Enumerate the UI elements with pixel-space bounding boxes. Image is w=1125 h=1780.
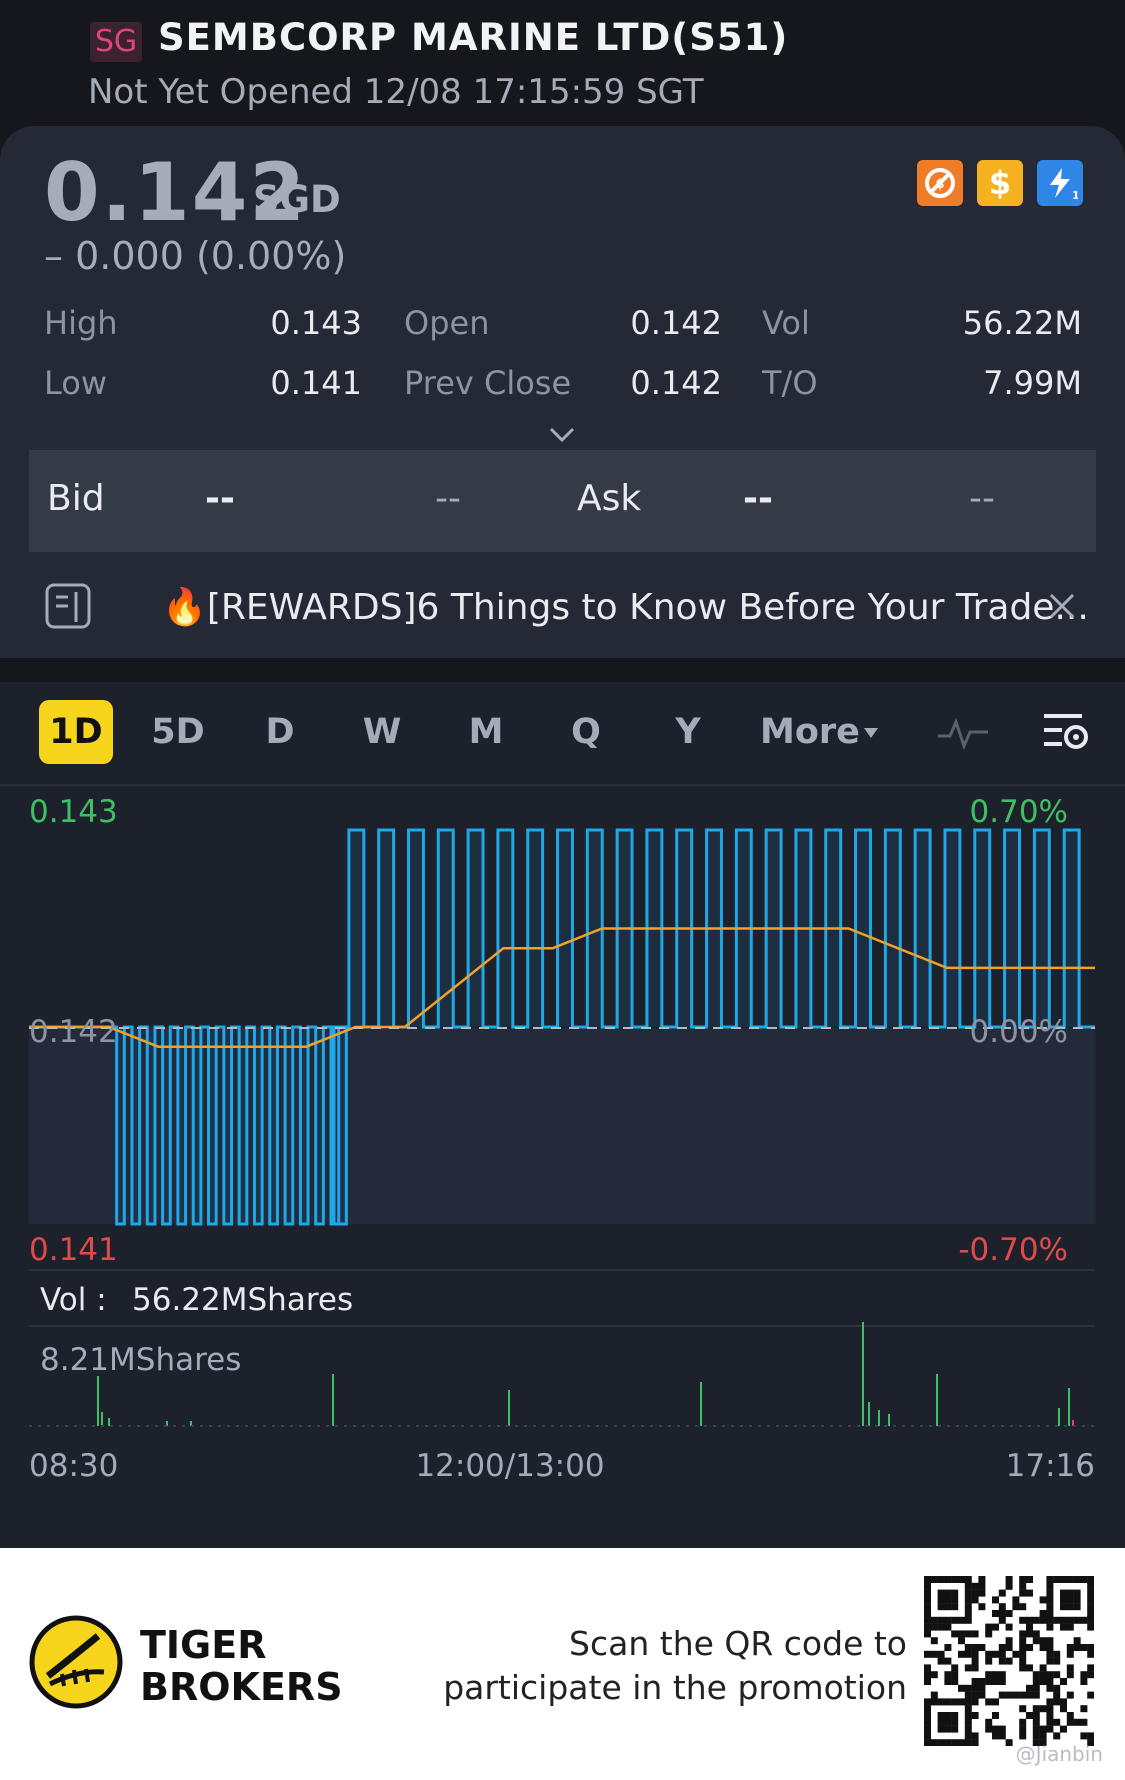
ask-size: -- bbox=[969, 478, 995, 519]
low-label: Low bbox=[44, 364, 108, 402]
vol-label: Vol bbox=[762, 304, 810, 342]
to-value: 7.99M bbox=[983, 364, 1082, 402]
ask-price: -- bbox=[743, 478, 773, 519]
pct-max-label: 0.70% bbox=[970, 794, 1068, 830]
promo-footer: TIGER BROKERS Scan the QR code to partic… bbox=[0, 1548, 1125, 1780]
tab-more[interactable]: More bbox=[760, 712, 860, 752]
badge-row: $ $ 1 bbox=[917, 160, 1083, 206]
tab-5d[interactable]: 5D bbox=[151, 712, 205, 752]
volume-bar bbox=[108, 1418, 110, 1426]
high-label: High bbox=[44, 304, 118, 342]
watermark: @Jianbin bbox=[1015, 1742, 1103, 1766]
promo-line-1: Scan the QR code to bbox=[569, 1624, 907, 1663]
tab-y[interactable]: Y bbox=[675, 712, 701, 752]
low-value: 0.141 bbox=[270, 364, 362, 402]
market-badge: SG bbox=[90, 22, 142, 62]
dollar-icon[interactable]: $ bbox=[977, 160, 1023, 206]
chart-fill-bg bbox=[29, 1028, 1095, 1224]
volume-bar bbox=[1068, 1388, 1070, 1426]
y-axis-mid-label: 0.142 bbox=[29, 1014, 118, 1050]
bid-ask-bar: Bid -- -- Ask -- -- bbox=[29, 450, 1096, 552]
tab-w[interactable]: W bbox=[362, 712, 402, 752]
to-label: T/O bbox=[762, 364, 818, 402]
x-axis-end-label: 17:16 bbox=[1006, 1448, 1095, 1484]
price-change: – 0.000 (0.00%) bbox=[44, 234, 347, 278]
stock-title: SEMBCORP MARINE LTD(S51) bbox=[158, 16, 789, 59]
volume-bar bbox=[190, 1421, 192, 1426]
price-line bbox=[29, 828, 1095, 1226]
period-tabs: 1D 5D D W M Q Y More bbox=[0, 682, 1125, 786]
brand-name: TIGER BROKERS bbox=[140, 1624, 343, 1708]
vol-value: 56.22M bbox=[962, 304, 1082, 342]
promo-line-2: participate in the promotion bbox=[443, 1668, 907, 1707]
header: SG SEMBCORP MARINE LTD(S51) Not Yet Open… bbox=[0, 0, 1125, 126]
close-icon[interactable] bbox=[1048, 592, 1076, 620]
tab-q[interactable]: Q bbox=[571, 712, 601, 752]
svg-text:$: $ bbox=[935, 177, 944, 192]
news-headline[interactable]: 🔥[REWARDS]6 Things to Know Before Your T… bbox=[162, 587, 1089, 628]
chart-settings-icon[interactable] bbox=[1040, 710, 1090, 756]
news-banner[interactable]: 🔥[REWARDS]6 Things to Know Before Your T… bbox=[0, 552, 1125, 658]
volume-bar bbox=[1058, 1408, 1060, 1426]
volume-bar bbox=[868, 1402, 870, 1426]
volume-bar bbox=[936, 1374, 938, 1426]
open-value: 0.142 bbox=[630, 304, 722, 342]
tab-d[interactable]: D bbox=[265, 712, 295, 752]
bid-price: -- bbox=[205, 478, 235, 519]
prev-close-label: Prev Close bbox=[404, 364, 572, 402]
market-status: Not Yet Opened 12/08 17:15:59 SGT bbox=[88, 72, 704, 112]
x-axis-start-label: 08:30 bbox=[29, 1448, 118, 1484]
last-price: 0.142 bbox=[44, 146, 308, 239]
vol-scale-label: 8.21MShares bbox=[40, 1342, 241, 1378]
indicator-icon[interactable] bbox=[936, 712, 990, 752]
average-price-line bbox=[29, 927, 1095, 1048]
news-icon bbox=[45, 583, 91, 629]
brand-line-2: BROKERS bbox=[140, 1665, 343, 1709]
pct-mid-label: 0.00% bbox=[970, 1014, 1068, 1050]
prev-close-value: 0.142 bbox=[630, 364, 722, 402]
volume-bar bbox=[101, 1412, 103, 1426]
pct-min-label: -0.70% bbox=[958, 1232, 1068, 1268]
volume-bar bbox=[508, 1390, 510, 1426]
volume-bar bbox=[1072, 1420, 1074, 1426]
vol-label: Vol : bbox=[40, 1282, 107, 1318]
high-value: 0.143 bbox=[270, 304, 362, 342]
divider bbox=[0, 658, 1125, 682]
volume-bar bbox=[700, 1382, 702, 1426]
price-chart[interactable]: 0.143 0.142 0.141 0.70% 0.00% -0.70% Vol… bbox=[0, 784, 1125, 1548]
volume-bar bbox=[878, 1410, 880, 1426]
tab-1d[interactable]: 1D bbox=[39, 700, 113, 764]
flash-icon[interactable]: 1 bbox=[1037, 160, 1083, 206]
tab-m[interactable]: M bbox=[468, 712, 504, 752]
bid-size: -- bbox=[435, 478, 461, 519]
volume-bar bbox=[97, 1376, 99, 1426]
y-axis-min-label: 0.141 bbox=[29, 1232, 118, 1268]
x-axis-mid-label: 12:00/13:00 bbox=[415, 1448, 604, 1484]
open-label: Open bbox=[404, 304, 490, 342]
volume-bar bbox=[888, 1414, 890, 1426]
promo-text: Scan the QR code to participate in the p… bbox=[443, 1622, 907, 1710]
brand-line-1: TIGER bbox=[140, 1623, 267, 1667]
volume-bar bbox=[862, 1322, 864, 1426]
caret-down-icon[interactable] bbox=[862, 726, 880, 740]
volume-bar bbox=[332, 1374, 334, 1426]
no-short-icon[interactable]: $ bbox=[917, 160, 963, 206]
svg-text:1: 1 bbox=[1072, 189, 1078, 201]
currency: SGD bbox=[253, 178, 341, 221]
chart-area: 1D 5D D W M Q Y More 0.143 0.142 0.141 0… bbox=[0, 682, 1125, 1548]
y-axis-max-label: 0.143 bbox=[29, 794, 118, 830]
ask-label: Ask bbox=[577, 478, 642, 519]
chevron-down-icon[interactable] bbox=[548, 420, 576, 448]
qr-code[interactable] bbox=[924, 1576, 1094, 1746]
vol-value: 56.22MShares bbox=[132, 1282, 353, 1318]
bid-label: Bid bbox=[47, 478, 105, 519]
volume-bar bbox=[166, 1421, 168, 1426]
tiger-logo-icon bbox=[29, 1615, 123, 1709]
